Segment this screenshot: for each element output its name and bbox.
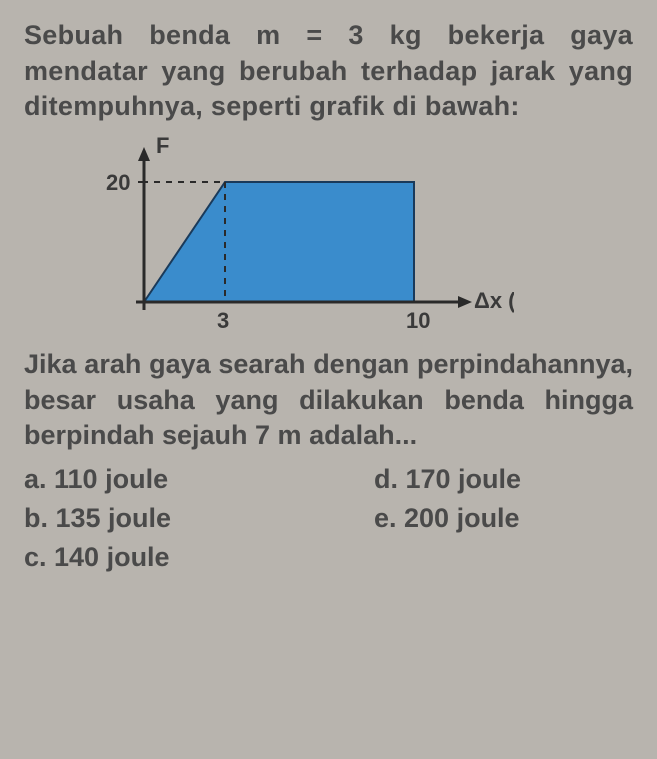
problem-question: Jika arah gaya searah dengan perpindahan… [24,347,633,454]
option-c: c. 140 joule [24,542,254,573]
option-b: b. 135 joule [24,503,254,534]
option-d: d. 170 joule [374,464,604,495]
problem-intro: Sebuah benda m = 3 kg bekerja gaya menda… [24,18,633,125]
svg-text:20: 20 [106,170,130,195]
svg-text:F: F [156,137,169,158]
svg-text:Δx (m): Δx (m) [474,288,514,313]
force-distance-chart: F 20 3 10 Δx (m) [94,137,514,337]
options-list: a. 110 joule d. 170 joule b. 135 joule e… [24,464,633,573]
svg-text:3: 3 [217,308,229,333]
svg-text:10: 10 [406,308,430,333]
option-e: e. 200 joule [374,503,604,534]
option-a: a. 110 joule [24,464,254,495]
